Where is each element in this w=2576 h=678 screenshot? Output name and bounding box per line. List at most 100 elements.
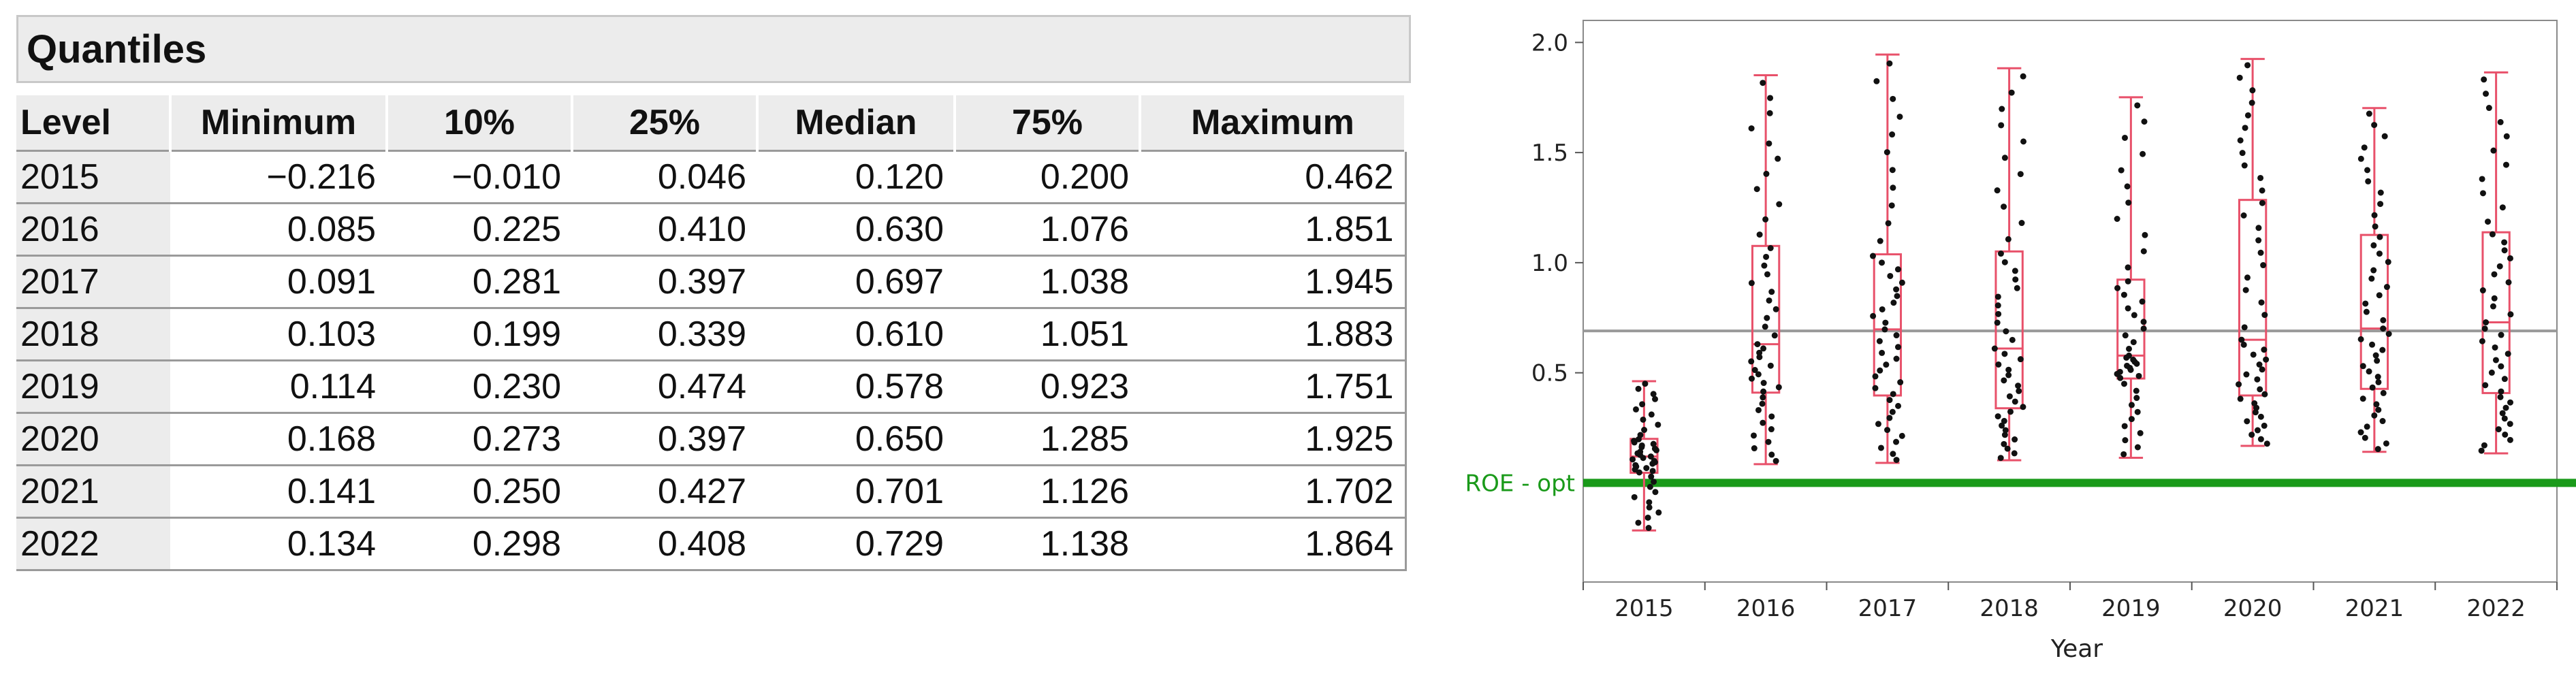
data-point xyxy=(1768,413,1775,420)
data-point xyxy=(1994,319,2001,326)
cell-minimum: 0.114 xyxy=(170,360,387,414)
data-point xyxy=(2257,249,2264,256)
data-point xyxy=(2125,278,2131,285)
data-point xyxy=(2011,436,2018,443)
data-point xyxy=(1772,306,1779,312)
cell-75pct: 1.126 xyxy=(955,465,1140,519)
cell-median: 0.701 xyxy=(757,465,955,519)
data-point xyxy=(2001,155,2008,161)
data-point xyxy=(2497,118,2504,125)
data-point xyxy=(2140,248,2147,255)
data-point xyxy=(2374,446,2381,453)
col-header-maximum[interactable]: Maximum xyxy=(1140,95,1407,151)
data-point xyxy=(1632,462,1639,468)
data-point xyxy=(1895,402,1902,409)
cell-level: 2019 xyxy=(16,360,170,414)
col-header-level[interactable]: Level xyxy=(16,95,172,151)
col-header-minimum[interactable]: Minimum xyxy=(170,95,388,151)
cell-median: 0.610 xyxy=(757,308,955,361)
data-point xyxy=(1893,438,1900,445)
cell-level: 2015 xyxy=(16,150,170,204)
data-point xyxy=(1883,361,1890,368)
data-point xyxy=(2377,201,2384,208)
data-point xyxy=(1631,494,1638,500)
data-point xyxy=(1762,216,1769,223)
data-point xyxy=(2134,102,2141,109)
table-row: 2018 0.103 0.199 0.339 0.610 1.051 1.883 xyxy=(16,308,1407,361)
box-2017[interactable] xyxy=(1873,253,1903,397)
y-tick-label: 0.5 xyxy=(1531,360,1568,387)
quantiles-header[interactable]: Quantiles xyxy=(16,15,1411,83)
cell-25pct: 0.397 xyxy=(572,255,757,309)
data-point xyxy=(1994,187,2001,194)
data-point xyxy=(2488,369,2495,376)
data-point xyxy=(2009,336,2016,343)
cell-minimum: 0.134 xyxy=(170,517,387,571)
data-point xyxy=(1890,391,1896,398)
data-point xyxy=(1997,455,2004,462)
data-point xyxy=(2369,341,2376,348)
cell-maximum: 1.751 xyxy=(1140,360,1407,414)
box-2015[interactable] xyxy=(1629,438,1659,474)
data-point xyxy=(2120,381,2127,387)
box-plot-chart[interactable]: ROE - opt 2015 2016 2017 2018 2019 2020 2021 20… xyxy=(1430,0,2576,678)
x-tick-label: 2016 xyxy=(1736,595,1796,622)
x-tick-label: 2020 xyxy=(2223,595,2283,622)
data-point xyxy=(2134,444,2141,451)
data-point xyxy=(2364,167,2371,174)
data-point xyxy=(2239,150,2246,157)
cell-minimum: 0.141 xyxy=(170,465,387,519)
data-point xyxy=(2257,174,2264,181)
data-point xyxy=(1870,312,1877,319)
data-point xyxy=(2501,376,2508,383)
data-point xyxy=(2001,259,2008,265)
col-header-75pct[interactable]: 75% xyxy=(955,95,1141,151)
data-point xyxy=(1643,465,1650,472)
data-point xyxy=(2263,356,2270,363)
box-plot-panel: ROE - opt 2015 2016 2017 2018 2019 2020 2021 20… xyxy=(1430,0,2576,678)
data-point xyxy=(2251,400,2258,406)
data-point xyxy=(1762,323,1768,330)
data-point xyxy=(1756,349,1763,356)
cell-75pct: 1.038 xyxy=(955,255,1140,309)
data-point xyxy=(2248,432,2255,438)
data-point xyxy=(1888,202,1895,209)
cell-level: 2018 xyxy=(16,308,170,361)
data-point xyxy=(2125,199,2132,206)
data-point xyxy=(1637,432,1644,438)
box-2020[interactable] xyxy=(2238,199,2268,397)
data-point xyxy=(2142,231,2148,238)
data-point xyxy=(1647,483,1653,490)
data-point xyxy=(2498,388,2505,395)
data-point xyxy=(1651,457,1657,464)
cell-10pct: 0.281 xyxy=(387,255,572,309)
data-point xyxy=(2372,223,2379,230)
data-point xyxy=(2001,351,2008,357)
data-point xyxy=(2507,399,2514,406)
data-point xyxy=(1753,186,1760,193)
data-point xyxy=(2479,176,2485,182)
y-tick-label: 2.0 xyxy=(1531,29,1568,56)
data-point xyxy=(1650,391,1657,398)
data-point xyxy=(2114,285,2121,291)
data-point xyxy=(2257,386,2263,393)
data-point xyxy=(1768,289,1775,295)
data-point xyxy=(1750,432,1757,439)
x-tick-label: 2018 xyxy=(1979,595,2039,622)
data-point xyxy=(2250,351,2257,358)
data-point xyxy=(1646,499,1653,506)
col-header-25pct[interactable]: 25% xyxy=(572,95,759,151)
box-2018[interactable] xyxy=(1994,250,2024,410)
cell-median: 0.120 xyxy=(757,150,955,204)
data-point xyxy=(2135,372,2142,379)
data-point xyxy=(2359,396,2366,402)
data-point xyxy=(1765,438,1772,445)
data-point xyxy=(1651,479,1657,485)
data-point xyxy=(2120,451,2127,457)
col-header-median[interactable]: Median xyxy=(757,95,956,151)
data-point xyxy=(2357,429,2364,436)
col-header-10pct[interactable]: 10% xyxy=(387,95,573,151)
data-point xyxy=(1893,286,1900,293)
data-point xyxy=(1640,416,1647,423)
plot-frame xyxy=(1583,20,2558,583)
